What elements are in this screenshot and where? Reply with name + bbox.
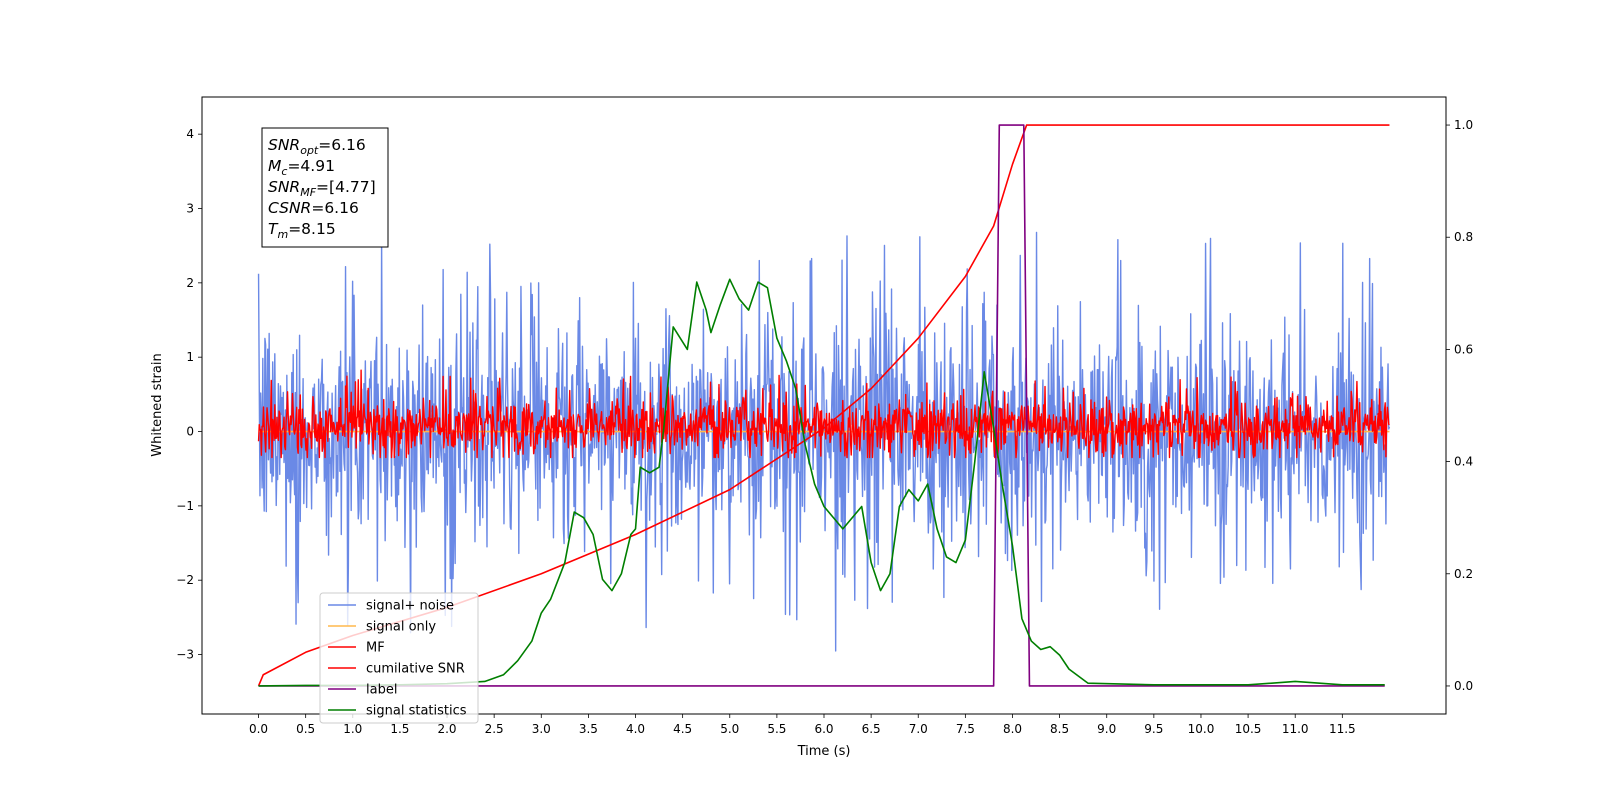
y-left-tick-label: 3 — [186, 202, 194, 216]
y-right-tick-label: 0.2 — [1454, 567, 1473, 581]
x-tick-label: 7.0 — [909, 722, 928, 736]
legend-label-signal-noise: signal+ noise — [366, 599, 454, 614]
y-right-tick-label: 0.4 — [1454, 455, 1473, 469]
x-tick-label: 5.5 — [767, 722, 786, 736]
x-tick-label: 11.0 — [1282, 722, 1309, 736]
x-tick-label: 10.0 — [1188, 722, 1215, 736]
x-tick-label: 11.5 — [1329, 722, 1356, 736]
legend-label-signal-only: signal only — [366, 620, 436, 635]
y-right-tick-label: 0.8 — [1454, 230, 1473, 244]
legend-label-label: label — [366, 683, 397, 698]
legend-label-signal-statistics: signal statistics — [366, 704, 467, 719]
legend-frame — [319, 592, 479, 724]
y-axis-label: Whitened strain — [150, 353, 165, 456]
x-tick-label: 7.5 — [956, 722, 975, 736]
y-left-tick-label: 2 — [186, 276, 194, 290]
stat-annotation: Tm=8.15 — [268, 220, 336, 241]
x-axis: 0.0 0.5 1.0 1.5 2.0 2.5 3.0 3.5 4.0 4.5 5.0 5.5 6.0 6… — [249, 714, 1356, 736]
y-left-tick-label: 4 — [186, 127, 194, 141]
x-tick-label: 4.5 — [673, 722, 692, 736]
x-tick-label: 6.5 — [862, 722, 881, 736]
x-tick-label: 1.5 — [390, 722, 409, 736]
x-tick-label: 8.5 — [1050, 722, 1069, 736]
stat-annotation: SNRMF=[4.77] — [268, 178, 376, 199]
series-signal-noise — [257, 231, 1391, 652]
y-right-tick-label: 0.0 — [1454, 679, 1473, 693]
y-left-axis: −3 −2 −1 0 1 2 3 4 — [176, 127, 202, 662]
legend-label-mf: MF — [366, 641, 385, 656]
y-left-tick-label: −2 — [176, 573, 194, 587]
stat-annotation: Mc=4.91 — [268, 157, 335, 178]
series-mf — [257, 369, 1390, 459]
x-axis-label: Time (s) — [797, 744, 851, 759]
series-signal-statistics — [258, 278, 1385, 687]
stat-annotation: SNRopt=6.16 — [268, 136, 366, 157]
legend-label-cumilative-snr: cumilative SNR — [366, 662, 465, 677]
x-tick-label: 2.0 — [437, 722, 456, 736]
x-tick-label: 3.0 — [532, 722, 551, 736]
x-tick-label: 0.0 — [249, 722, 268, 736]
y-left-tick-label: 1 — [186, 350, 194, 364]
x-tick-label: 3.5 — [579, 722, 598, 736]
x-tick-label: 5.0 — [720, 722, 739, 736]
y-right-tick-label: 1.0 — [1454, 118, 1473, 132]
x-tick-label: 8.0 — [1003, 722, 1022, 736]
stats-box-frame — [261, 127, 389, 248]
x-tick-label: 4.0 — [626, 722, 645, 736]
x-tick-label: 2.5 — [485, 722, 504, 736]
x-tick-label: 1.0 — [343, 722, 362, 736]
legend: signal+ noise signal only MF cumilative SNR… — [319, 592, 479, 724]
y-right-tick-label: 0.6 — [1454, 342, 1473, 356]
x-tick-label: 9.5 — [1144, 722, 1163, 736]
stat-annotation: CSNR=6.16 — [268, 199, 359, 217]
y-left-tick-label: 0 — [186, 425, 194, 439]
y-left-tick-label: −3 — [176, 648, 194, 662]
x-tick-label: 0.5 — [296, 722, 315, 736]
y-left-tick-label: −1 — [176, 499, 194, 513]
series-label — [258, 124, 1385, 687]
y-right-axis: 0.0 0.2 0.4 0.6 0.8 1.0 — [1446, 118, 1473, 693]
x-tick-label: 9.0 — [1097, 722, 1116, 736]
x-tick-label: 6.0 — [814, 722, 833, 736]
x-tick-label: 10.5 — [1235, 722, 1262, 736]
